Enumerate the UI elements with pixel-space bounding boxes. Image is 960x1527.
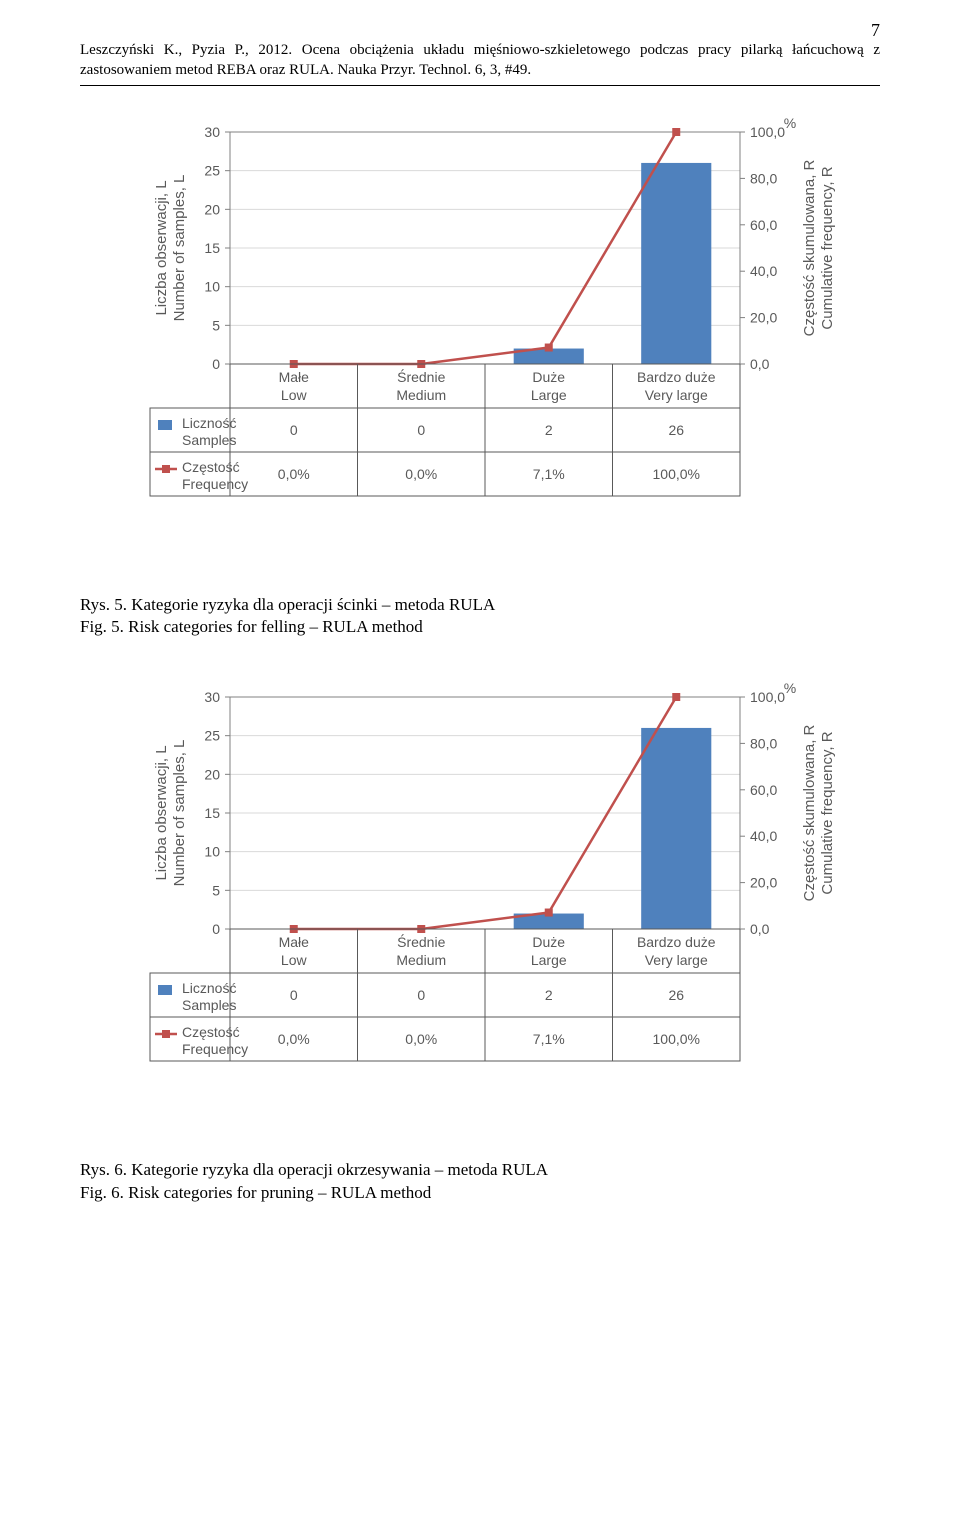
y-left-tick: 15 <box>204 805 220 821</box>
caption-en: Fig. 6. Risk categories for pruning – RU… <box>80 1182 880 1205</box>
category-label-en: Very large <box>645 952 708 968</box>
legend-bar-icon <box>158 985 172 995</box>
y-right-tick: 100,0 <box>750 124 785 140</box>
caption-en: Fig. 5. Risk categories for felling – RU… <box>80 616 880 639</box>
y-left-tick: 0 <box>212 921 220 937</box>
y-left-tick: 5 <box>212 317 220 333</box>
y-right-title-en: Cumulative frequency, R <box>819 732 836 895</box>
category-label-en: Large <box>531 387 567 403</box>
y-right-tick: 60,0 <box>750 782 777 798</box>
table-cell: 100,0% <box>653 1031 700 1047</box>
y-right-tick: 0,0 <box>750 356 770 372</box>
citation-text: Leszczyński K., Pyzia P., 2012. Ocena ob… <box>80 40 880 86</box>
legend-line-marker <box>162 465 170 473</box>
y-left-title-en: Number of samples, L <box>171 174 188 321</box>
category-label-en: Large <box>531 952 567 968</box>
y-right-tick: 80,0 <box>750 736 777 752</box>
page-number: 7 <box>871 20 880 41</box>
table-cell: 7,1% <box>533 1031 565 1047</box>
category-label: Bardzo duże <box>637 369 716 385</box>
table-cell: 26 <box>668 422 684 438</box>
table-row-label-pl: Częstość <box>182 459 240 475</box>
percent-label: % <box>784 680 796 696</box>
line-marker <box>545 343 553 351</box>
line-marker <box>672 693 680 701</box>
table-cell: 0 <box>290 422 298 438</box>
caption-pl: Rys. 6. Kategorie ryzyka dla operacji ok… <box>80 1159 880 1182</box>
legend-line-marker <box>162 1030 170 1038</box>
y-right-tick: 100,0 <box>750 689 785 705</box>
legend-bar-icon <box>158 420 172 430</box>
table-cell: 0,0% <box>405 1031 437 1047</box>
table-cell: 2 <box>545 422 553 438</box>
y-left-tick: 5 <box>212 883 220 899</box>
category-label-en: Very large <box>645 387 708 403</box>
chart-5-block: %0510152025300,020,040,060,080,0100,0Lic… <box>80 114 880 640</box>
y-right-title-pl: Częstość skumulowana, R <box>801 725 818 902</box>
category-label: Małe <box>279 934 310 950</box>
caption-pl: Rys. 5. Kategorie ryzyka dla operacji śc… <box>80 594 880 617</box>
category-label: Bardzo duże <box>637 934 716 950</box>
y-left-tick: 20 <box>204 201 220 217</box>
chart-5-caption: Rys. 5. Kategorie ryzyka dla operacji śc… <box>80 594 880 640</box>
y-left-tick: 30 <box>204 124 220 140</box>
y-left-tick: 10 <box>204 278 220 294</box>
table-row-label-pl: Częstość <box>182 1024 240 1040</box>
chart-6-caption: Rys. 6. Kategorie ryzyka dla operacji ok… <box>80 1159 880 1205</box>
table-cell: 7,1% <box>533 466 565 482</box>
table-cell: 0 <box>417 987 425 1003</box>
table-row-label-en: Samples <box>182 432 236 448</box>
y-right-tick: 40,0 <box>750 829 777 845</box>
y-right-title-en: Cumulative frequency, R <box>819 166 836 329</box>
y-left-tick: 30 <box>204 689 220 705</box>
chart-svg-5: %0510152025300,020,040,060,080,0100,0Lic… <box>120 114 840 584</box>
table-cell: 0 <box>417 422 425 438</box>
line-marker <box>672 128 680 136</box>
chart-svg-6: %0510152025300,020,040,060,080,0100,0Lic… <box>120 679 840 1149</box>
y-left-tick: 10 <box>204 844 220 860</box>
y-right-title-pl: Częstość skumulowana, R <box>801 159 818 336</box>
y-left-title-en: Number of samples, L <box>171 740 188 887</box>
y-left-tick: 20 <box>204 767 220 783</box>
bar <box>641 162 711 363</box>
category-label: Duże <box>532 934 565 950</box>
table-cell: 26 <box>668 987 684 1003</box>
table-row-label-en: Frequency <box>182 476 248 492</box>
y-left-title-pl: Liczba obserwacji, L <box>153 180 170 315</box>
category-label: Średnie <box>397 368 445 385</box>
chart-6-block: %0510152025300,020,040,060,080,0100,0Lic… <box>80 679 880 1205</box>
table-row-label-pl: Liczność <box>182 415 236 431</box>
category-label-en: Medium <box>396 952 446 968</box>
y-left-tick: 25 <box>204 162 220 178</box>
percent-label: % <box>784 115 796 131</box>
table-cell: 0,0% <box>278 1031 310 1047</box>
y-left-tick: 25 <box>204 728 220 744</box>
category-label: Duże <box>532 369 565 385</box>
category-label: Średnie <box>397 933 445 950</box>
y-right-tick: 60,0 <box>750 216 777 232</box>
y-left-title-pl: Liczba obserwacji, L <box>153 746 170 881</box>
category-label-en: Low <box>281 952 308 968</box>
y-right-tick: 20,0 <box>750 875 777 891</box>
table-row-label-pl: Liczność <box>182 980 236 996</box>
table-cell: 0 <box>290 987 298 1003</box>
table-row-label-en: Frequency <box>182 1041 248 1057</box>
y-right-tick: 0,0 <box>750 921 770 937</box>
table-cell: 100,0% <box>653 466 700 482</box>
table-cell: 0,0% <box>278 466 310 482</box>
y-left-tick: 0 <box>212 356 220 372</box>
y-left-tick: 15 <box>204 240 220 256</box>
bar <box>641 728 711 929</box>
category-label-en: Low <box>281 387 308 403</box>
y-right-tick: 20,0 <box>750 309 777 325</box>
table-cell: 0,0% <box>405 466 437 482</box>
table-row-label-en: Samples <box>182 997 236 1013</box>
line-marker <box>545 909 553 917</box>
table-cell: 2 <box>545 987 553 1003</box>
category-label: Małe <box>279 369 310 385</box>
y-right-tick: 80,0 <box>750 170 777 186</box>
y-right-tick: 40,0 <box>750 263 777 279</box>
category-label-en: Medium <box>396 387 446 403</box>
